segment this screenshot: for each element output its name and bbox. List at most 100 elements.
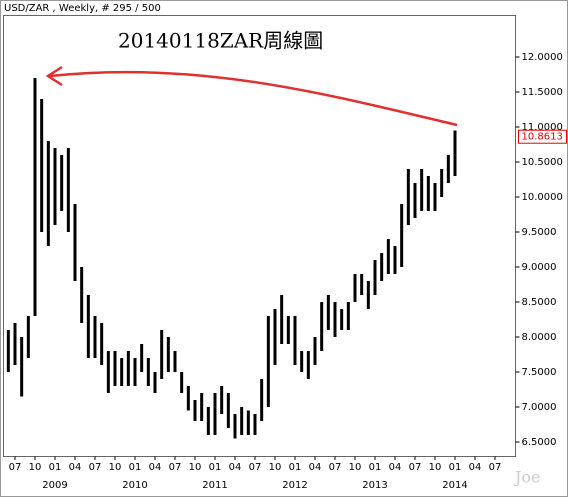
price-bar — [300, 351, 304, 372]
x-tick-label: 07 — [169, 462, 182, 473]
price-bar — [433, 183, 437, 211]
plot-area — [3, 15, 516, 457]
price-bar — [26, 316, 30, 358]
x-tick-label: 04 — [149, 462, 162, 473]
x-tick-label: 01 — [209, 462, 222, 473]
y-tick-label: 10.0000 — [522, 192, 563, 203]
x-tick-label: 10 — [189, 462, 202, 473]
price-bar — [353, 274, 357, 302]
price-bar — [186, 386, 190, 411]
price-bar — [173, 351, 177, 372]
price-bar — [13, 323, 17, 365]
price-bar — [293, 316, 297, 365]
price-bar — [326, 295, 330, 330]
price-bar — [373, 260, 377, 295]
price-bar — [206, 407, 210, 435]
price-bar — [193, 400, 197, 421]
annotation: 20140118ZAR周線圖 — [118, 29, 323, 53]
price-bar — [320, 302, 324, 351]
arrow-head — [45, 65, 63, 87]
price-bar — [413, 183, 417, 218]
x-tick-label: 04 — [69, 462, 82, 473]
x-tick-label: 07 — [489, 462, 502, 473]
price-bar — [153, 372, 157, 393]
price-bar — [386, 239, 390, 274]
y-tick-label: 8.0000 — [522, 332, 557, 343]
price-bar — [446, 155, 450, 183]
price-bar — [453, 130, 457, 176]
watermark: Joe — [513, 468, 541, 487]
price-bar — [60, 155, 64, 211]
last-price-box — [518, 129, 567, 144]
price-bar — [73, 204, 77, 281]
y-tick-label: 11.5000 — [522, 87, 563, 98]
x-tick-label: 07 — [9, 462, 22, 473]
x-tick-label: 10 — [349, 462, 362, 473]
x-tick-label: 04 — [389, 462, 402, 473]
price-bar — [273, 309, 277, 365]
y-tick-label: 10.5000 — [522, 157, 563, 168]
year-label: 2011 — [202, 480, 227, 491]
price-bar — [286, 316, 290, 344]
price-bar — [340, 309, 344, 330]
price-bar — [53, 148, 57, 225]
x-tick-label: 01 — [289, 462, 302, 473]
price-bar — [226, 393, 230, 428]
price-bar — [240, 407, 244, 435]
price-bar — [200, 393, 204, 421]
arrow — [49, 70, 458, 127]
price-bar — [406, 169, 410, 225]
price-bar — [220, 386, 224, 414]
price-bar — [246, 410, 250, 435]
price-bar — [166, 337, 170, 372]
price-bar — [126, 351, 130, 386]
price-bar — [266, 316, 270, 407]
price-bar — [120, 358, 124, 386]
x-tick-label: 01 — [129, 462, 142, 473]
x-tick-label: 01 — [369, 462, 382, 473]
price-bar — [393, 246, 397, 274]
price-bar — [100, 323, 104, 365]
x-tick-label: 04 — [309, 462, 322, 473]
chart-title: USD/ZAR , Weekly, # 295 / 500 — [4, 3, 161, 14]
y-tick-label: 7.5000 — [522, 367, 557, 378]
x-tick-label: 01 — [49, 462, 62, 473]
year-label: 2012 — [282, 480, 307, 491]
price-bar — [400, 204, 404, 267]
price-bar — [6, 330, 10, 372]
price-bar — [233, 414, 237, 439]
y-tick-label: 12.0000 — [522, 52, 563, 63]
price-bar — [133, 358, 137, 386]
year-label: 2010 — [122, 480, 147, 491]
price-bar — [46, 141, 50, 246]
price-bar — [253, 414, 257, 435]
price-bar — [86, 295, 90, 358]
price-bar — [346, 302, 350, 330]
price-bar — [20, 337, 24, 397]
x-tick-label: 01 — [449, 462, 462, 473]
price-bar — [280, 295, 284, 344]
year-label: 2013 — [362, 480, 387, 491]
x-tick-label: 07 — [249, 462, 262, 473]
y-tick-label: 11.0000 — [522, 122, 563, 133]
y-tick-label: 9.5000 — [522, 227, 557, 238]
price-bar — [93, 316, 97, 358]
x-tick-label: 10 — [29, 462, 42, 473]
price-bar — [306, 351, 310, 379]
last-price-label: 10.8613 — [522, 132, 563, 143]
price-bar — [380, 253, 384, 281]
price-bar — [333, 302, 337, 337]
y-tick-label: 9.0000 — [522, 262, 557, 273]
price-bar — [366, 281, 370, 309]
year-label: 2014 — [442, 480, 467, 491]
price-bar — [420, 169, 424, 211]
x-tick-label: 07 — [89, 462, 102, 473]
price-bar — [426, 176, 430, 211]
x-tick-label: 04 — [229, 462, 242, 473]
price-bar — [40, 99, 44, 232]
price-bar — [106, 351, 110, 393]
x-tick-label: 10 — [109, 462, 122, 473]
price-bar — [113, 351, 117, 386]
x-tick-label: 10 — [429, 462, 442, 473]
